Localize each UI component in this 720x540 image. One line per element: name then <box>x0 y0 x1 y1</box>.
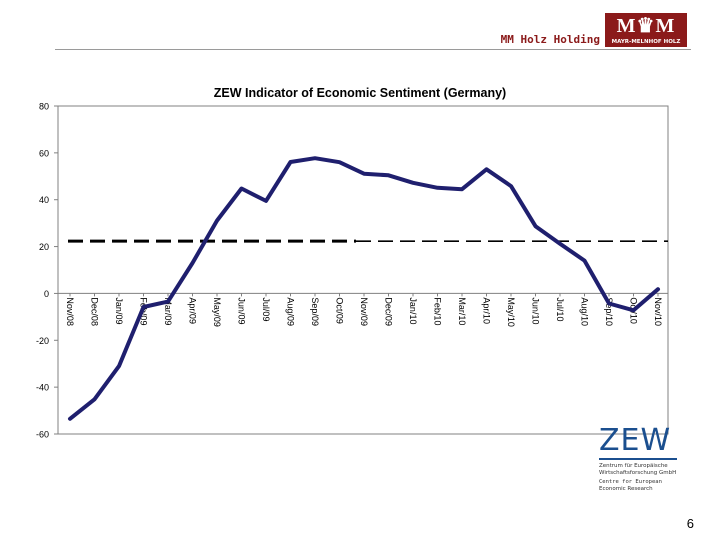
x-tick-label: Feb/10 <box>433 297 443 325</box>
zew-logo-de-line1: Zentrum für Europäische <box>599 463 668 469</box>
x-tick-label: Sep/10 <box>604 297 614 326</box>
x-tick-label: Mar/10 <box>457 297 467 325</box>
x-tick-label: May/10 <box>506 297 516 327</box>
zew-logo: ZEW Zentrum für Europäische Wirtschaftsf… <box>599 426 689 492</box>
x-tick-label: Jun/10 <box>531 297 541 324</box>
series-line <box>68 156 660 421</box>
y-tick-label: 40 <box>39 195 49 205</box>
zew-logo-wordmark: ZEW <box>599 423 672 458</box>
zew-logo-de-line2: Wirtschaftsforschung GmbH <box>599 469 677 476</box>
x-tick-label: Nov/09 <box>359 297 369 326</box>
y-tick-label: -40 <box>36 383 49 393</box>
x-tick-label: Jul/10 <box>555 297 565 321</box>
x-tick-label: Dec/09 <box>384 297 394 326</box>
x-tick-label: Apr/10 <box>482 297 492 324</box>
zew-logo-rule <box>599 458 677 460</box>
x-tick-label: Dec/08 <box>90 297 100 326</box>
x-tick-label: Mar/09 <box>163 297 173 325</box>
y-tick-label: 80 <box>39 102 49 112</box>
company-logo-subtitle: MAYR-MELNHOF HOLZ <box>611 39 681 45</box>
page-number: 6 <box>686 516 694 531</box>
x-tick-label: Aug/09 <box>286 297 296 326</box>
zew-logo-en-line1: Centre for European <box>599 479 662 485</box>
header-divider <box>55 49 691 50</box>
x-tick-label: Jun/09 <box>237 297 247 324</box>
x-tick-label: Apr/09 <box>188 297 198 324</box>
chart-title: ZEW Indicator of Economic Sentiment (Ger… <box>213 86 507 100</box>
company-logo-letters: M♛M <box>616 15 676 37</box>
x-tick-label: Sep/09 <box>310 297 320 326</box>
y-tick-label: 0 <box>44 289 49 299</box>
plot-area <box>57 105 669 435</box>
x-tick-label: Jul/09 <box>261 297 271 321</box>
zew-logo-en-line2: Economic Research <box>599 485 653 492</box>
company-name: MM Holz Holding <box>500 33 600 46</box>
x-tick-label: Oct/09 <box>335 297 345 324</box>
x-tick-label: May/09 <box>212 297 222 327</box>
y-tick-label: 20 <box>39 242 49 252</box>
x-tick-label: Jan/09 <box>114 297 124 324</box>
x-tick-label: Jan/10 <box>408 297 418 324</box>
company-logo: M♛M MAYR-MELNHOF HOLZ <box>605 13 687 47</box>
y-tick-label: 60 <box>39 148 49 158</box>
x-tick-label: Nov/10 <box>653 297 663 326</box>
x-tick-label: Aug/10 <box>580 297 590 326</box>
x-tick-label: Nov/08 <box>65 297 75 326</box>
y-tick-label: -60 <box>36 430 49 440</box>
y-tick-label: -20 <box>36 336 49 346</box>
